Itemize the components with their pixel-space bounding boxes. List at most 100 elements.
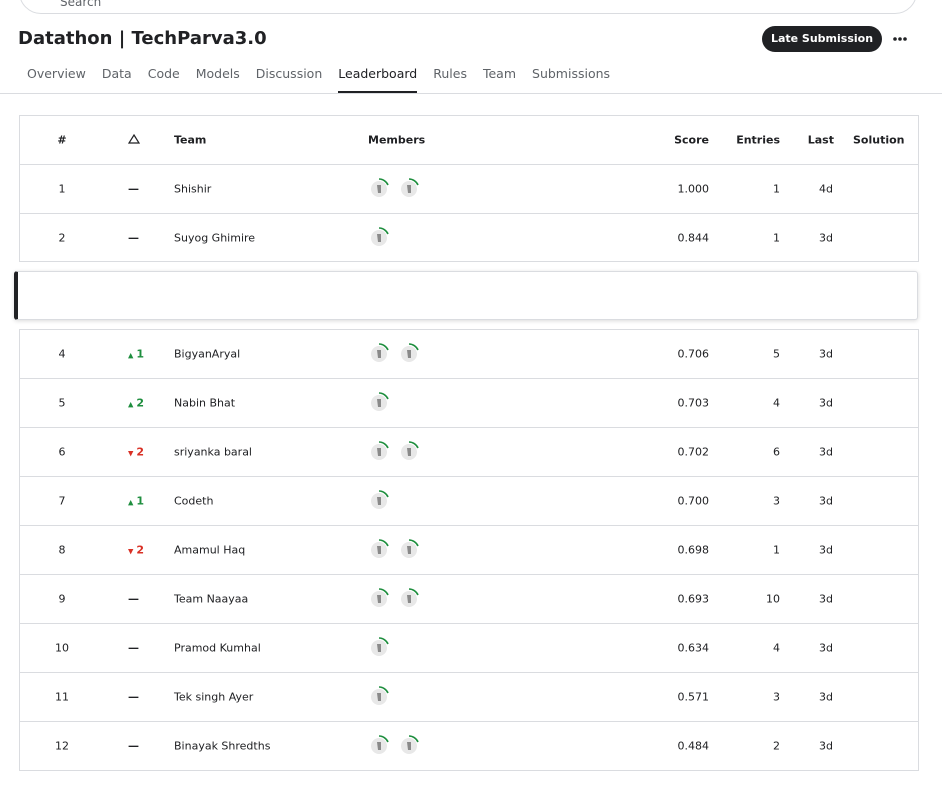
member-avatar[interactable] (367, 538, 391, 562)
row-divider (19, 574, 919, 575)
last: 3d (819, 739, 833, 753)
change: ▼ 2 (128, 543, 145, 557)
member-avatar[interactable] (397, 734, 421, 758)
change-arrow: ▼ (128, 547, 134, 556)
entries: 2 (773, 739, 780, 753)
member-avatar[interactable] (397, 177, 421, 201)
column-header: Members (368, 133, 426, 147)
rank: 7 (58, 494, 66, 508)
rank: 1 (58, 182, 66, 196)
last: 3d (819, 494, 833, 508)
title: Datathon | TechParva3.0 (18, 28, 267, 49)
score: 0.706 (677, 347, 710, 361)
tab[interactable]: Rules (433, 66, 467, 81)
column-header: Last (807, 133, 834, 147)
team-name[interactable]: Nabin Bhat (174, 396, 236, 410)
team-name[interactable]: Codeth (174, 494, 214, 508)
change: ▼ 2 (128, 445, 145, 459)
change-arrow: ▲ (128, 351, 134, 360)
member-avatar[interactable] (367, 342, 391, 366)
rank: 10 (55, 641, 69, 655)
team-name[interactable]: sriyanka baral (174, 445, 252, 459)
team-name[interactable]: Pramod Kumhal (174, 641, 261, 655)
table-box (19, 115, 919, 262)
last: 3d (819, 690, 833, 704)
column-header: Team (174, 133, 207, 147)
member-avatar[interactable] (397, 342, 421, 366)
last: 3d (819, 543, 833, 557)
tab[interactable]: Submissions (532, 66, 611, 81)
tab[interactable]: Models (195, 66, 240, 81)
change-arrow: ▼ (128, 449, 134, 458)
tab[interactable]: Overview (27, 66, 86, 81)
team-name[interactable]: BigyanAryal (174, 347, 241, 361)
rank: 11 (55, 690, 69, 704)
entries: 10 (766, 592, 780, 606)
rank: 9 (58, 592, 66, 606)
row-divider (19, 672, 919, 673)
last: 3d (819, 347, 833, 361)
team-name[interactable]: Suyog Ghimire (174, 231, 256, 245)
change: ▲ 1 (128, 347, 145, 361)
last: 3d (819, 641, 833, 655)
rank: 2 (58, 231, 66, 245)
table-box (19, 329, 919, 771)
column-header: Solution (853, 133, 905, 147)
more-menu[interactable] (890, 30, 910, 48)
row-divider (19, 525, 919, 526)
team-name[interactable]: Shishir (174, 182, 212, 196)
team-name[interactable]: Binayak Shredths (174, 739, 271, 753)
change: ▲ 1 (128, 494, 145, 508)
tab[interactable]: Discussion (255, 66, 323, 81)
member-avatar[interactable] (397, 440, 421, 464)
member-avatar[interactable] (367, 226, 391, 250)
member-avatar[interactable] (367, 685, 391, 709)
score: 0.571 (677, 690, 710, 704)
member-avatar[interactable] (397, 587, 421, 611)
row-divider (19, 721, 919, 722)
last: 4d (819, 182, 833, 196)
team-name[interactable]: Tek singh Ayer (174, 690, 254, 704)
entries: 3 (773, 690, 780, 704)
row-divider (19, 164, 919, 165)
change-arrow: ▲ (128, 498, 134, 507)
score: 0.634 (677, 641, 710, 655)
entries: 5 (773, 347, 780, 361)
member-avatar[interactable] (367, 391, 391, 415)
member-avatar[interactable] (397, 538, 421, 562)
member-avatar[interactable] (367, 587, 391, 611)
last: 3d (819, 592, 833, 606)
score: 0.703 (677, 396, 710, 410)
row-divider (19, 476, 919, 477)
entries: 4 (773, 641, 780, 655)
late-submission-button[interactable]: Late Submission (762, 26, 882, 52)
change: — (128, 641, 139, 655)
last: 3d (819, 231, 833, 245)
tab[interactable]: Team (482, 66, 517, 81)
member-avatar[interactable] (367, 489, 391, 513)
member-avatar[interactable] (367, 177, 391, 201)
change: — (128, 690, 139, 704)
member-avatar[interactable] (367, 440, 391, 464)
tab-divider (0, 93, 942, 94)
team-name[interactable]: Amamul Haq (174, 543, 246, 557)
entries: 3 (773, 494, 780, 508)
change: — (128, 231, 139, 245)
rank: 12 (55, 739, 69, 753)
rank: 6 (58, 445, 66, 459)
rank: 5 (58, 396, 66, 410)
tab[interactable]: Code (147, 66, 180, 81)
tab[interactable]: Data (101, 66, 132, 81)
row-divider (19, 623, 919, 624)
row-divider (19, 213, 919, 214)
member-avatar[interactable] (367, 636, 391, 660)
member-avatar[interactable] (367, 734, 391, 758)
highlight-row (14, 271, 918, 320)
row-divider (19, 427, 919, 428)
team-name[interactable]: Team Naayaa (174, 592, 249, 606)
tab[interactable]: Leaderboard (338, 66, 418, 93)
last: 3d (819, 445, 833, 459)
search-bar[interactable]: Search (19, 0, 917, 14)
change-arrow: ▲ (128, 400, 134, 409)
